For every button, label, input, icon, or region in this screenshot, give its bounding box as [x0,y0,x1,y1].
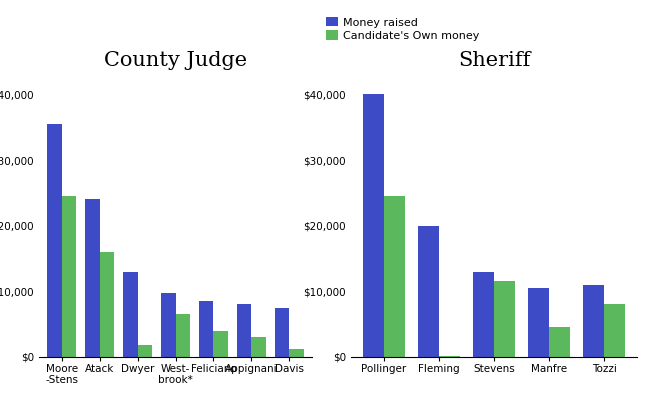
Bar [384,196,405,357]
Bar [418,226,439,357]
Bar [363,94,384,357]
Bar [494,281,515,357]
Title: County Judge: County Judge [104,51,247,71]
Bar [252,337,266,357]
Bar [275,308,289,357]
Bar [604,304,625,357]
Bar [124,271,138,357]
Bar [99,252,114,357]
Bar [439,356,460,357]
Bar [161,293,176,357]
Title: Sheriff: Sheriff [458,51,530,71]
Bar [47,124,62,357]
Bar [549,327,570,357]
Bar [138,345,152,357]
Bar [62,196,76,357]
Bar [473,271,494,357]
Bar [289,349,304,357]
Bar [528,288,549,357]
Bar [85,199,99,357]
Bar [176,314,190,357]
Bar [199,301,213,357]
Bar [213,331,228,357]
Bar [237,304,252,357]
Bar [583,285,604,357]
Legend: Money raised, Candidate's Own money: Money raised, Candidate's Own money [323,14,483,44]
